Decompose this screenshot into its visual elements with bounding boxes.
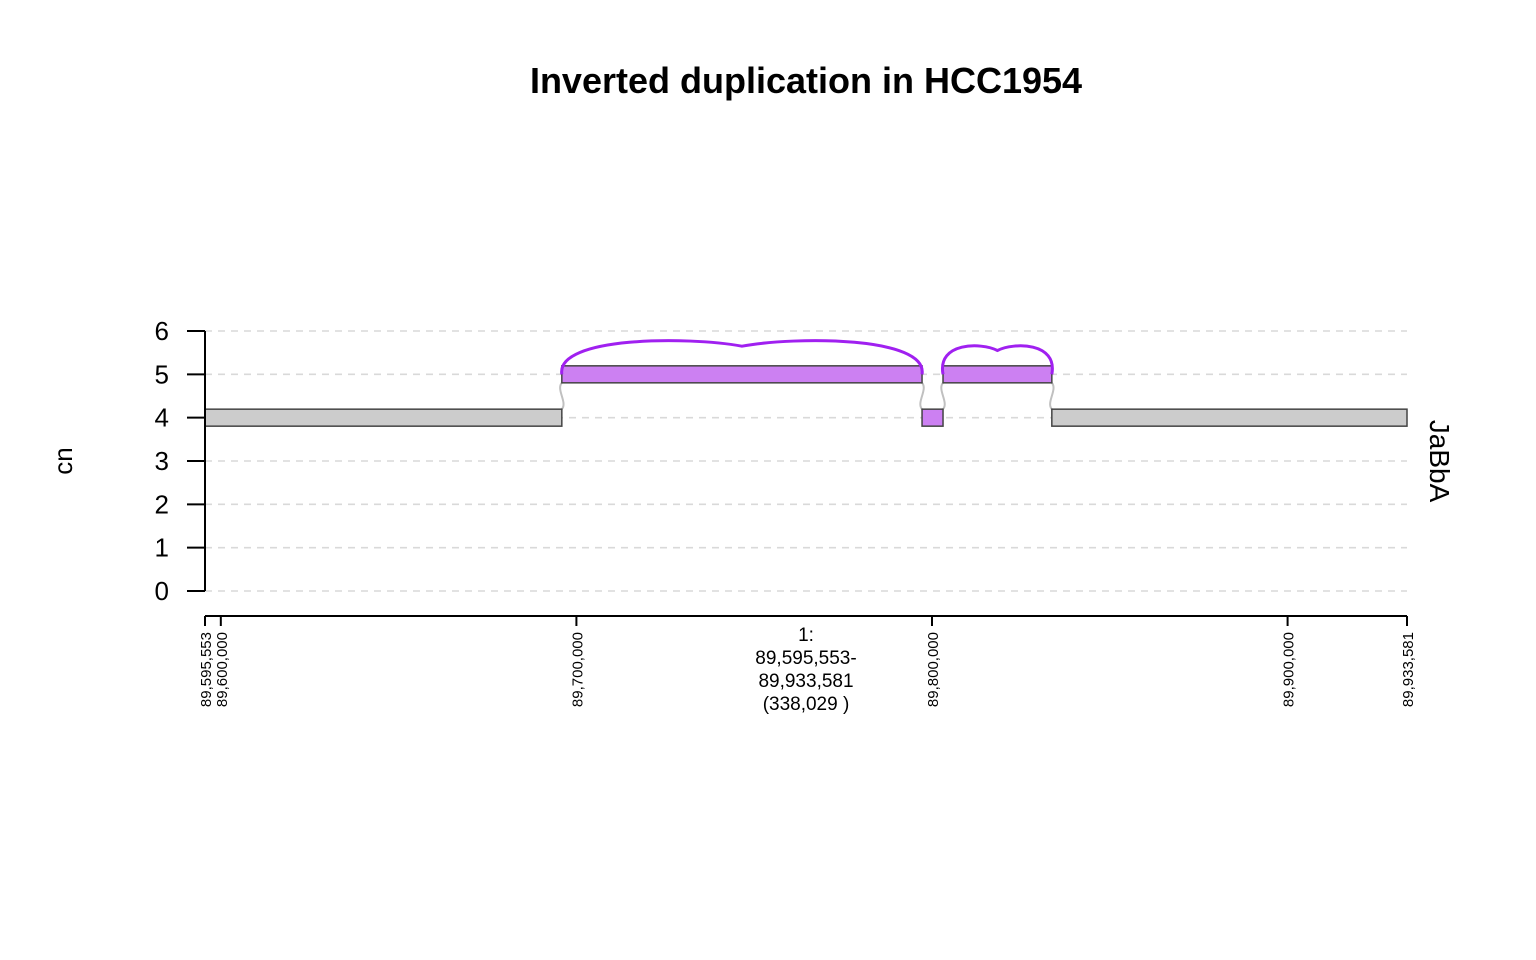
reference-edge [940, 382, 946, 410]
y-tick-label: 1 [155, 533, 169, 563]
copy-number-segments [204, 365, 1408, 427]
y-tick-label: 3 [155, 446, 169, 476]
region-label-line: 89,595,553- [755, 648, 856, 669]
x-tick-label: 89,595,553 [198, 632, 215, 707]
y-tick-label: 2 [155, 489, 169, 519]
reference-edge [919, 382, 925, 410]
y-tick-label: 0 [155, 576, 169, 606]
alternate-edge [941, 344, 1054, 375]
x-tick-label: 89,600,000 [214, 632, 231, 707]
copy-number-segment [204, 408, 563, 427]
copy-number-segment [942, 365, 1053, 384]
chart-title: Inverted duplication in HCC1954 [530, 60, 1082, 101]
region-label-line: 89,933,581 [758, 671, 853, 692]
region-label-line: (338,029 ) [763, 694, 850, 715]
track-label: JaBbA [1424, 420, 1455, 503]
reference-edge [1049, 382, 1055, 410]
copy-number-segment [1051, 408, 1408, 427]
alternate-edge [560, 339, 924, 375]
copy-number-segment [921, 408, 944, 427]
x-tick-label: 89,700,000 [569, 632, 586, 707]
y-axis-label: cn [48, 447, 78, 474]
x-tick-label: 89,900,000 [1281, 632, 1298, 707]
y-tick-label: 4 [155, 403, 169, 433]
x-tick-label: 89,933,581 [1400, 632, 1417, 707]
reference-edges [559, 382, 1055, 410]
copy-number-segment [561, 365, 923, 384]
y-axis: 0 1 2 3 4 5 6 [155, 316, 206, 606]
y-tick-label: 6 [155, 316, 169, 346]
x-tick-label: 89,800,000 [925, 632, 942, 707]
alternate-edges [560, 339, 1054, 375]
region-label: 1:89,595,553-89,933,581(338,029 ) [755, 625, 856, 715]
y-tick-label: 5 [155, 359, 169, 389]
region-label-line: 1: [798, 625, 814, 646]
reference-edge [559, 382, 565, 410]
